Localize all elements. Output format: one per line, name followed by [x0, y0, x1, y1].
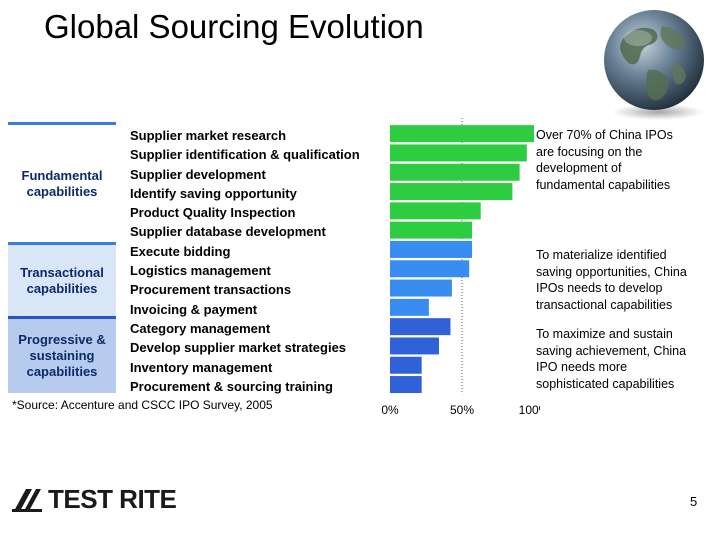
bar-category-label: Execute bidding [130, 243, 231, 259]
globe-icon [604, 10, 704, 120]
page-number: 5 [690, 494, 698, 509]
company-logo: TEST RITE [12, 484, 177, 515]
bar-chart: 0% 50% 100% [381, 118, 540, 417]
note-line: To materialize identified [536, 248, 667, 262]
bar-category-label: Supplier database development [130, 224, 326, 240]
category-label: Transactional [20, 265, 104, 280]
bar [390, 279, 452, 297]
category-label: capabilities [26, 184, 98, 199]
category-label: capabilities [26, 364, 98, 379]
bar-category-label: Supplier market research [130, 128, 287, 143]
note-line: saving opportunities, China [536, 264, 687, 279]
bar-category-label: Category management [130, 320, 271, 336]
logo-text: TEST RITE [48, 484, 177, 514]
capability-list: Supplier market research Supplier identi… [130, 126, 360, 396]
bar [390, 376, 422, 394]
note-line: sophisticated capabilities [536, 376, 675, 391]
bar [390, 337, 439, 355]
category-label: Fundamental [21, 168, 103, 183]
bar-category-label: Logistics management [130, 263, 271, 279]
x-tick-label: 0% [381, 403, 399, 417]
bar [390, 183, 513, 201]
note-line: development of [536, 161, 622, 175]
note-transactional: To materialize identified saving opportu… [536, 247, 714, 313]
bar [390, 202, 481, 220]
source-note: *Source: Accenture and CSCC IPO Survey, … [12, 398, 273, 412]
category-label: capabilities [26, 281, 98, 296]
category-transactional: Transactional capabilities [8, 242, 116, 317]
page-title: Global Sourcing Evolution [44, 8, 424, 45]
bar [390, 260, 470, 278]
bar-category-label: Identify saving opportunity [130, 185, 297, 201]
bar-category-label: Product Quality Inspection [130, 205, 296, 221]
category-label: sustaining [29, 348, 95, 363]
bar-category-label: Supplier development [130, 166, 266, 182]
note-line: transactional capabilities [536, 297, 673, 312]
bar-category-label: Invoicing & payment [130, 301, 258, 317]
note-line: are focusing on the [536, 144, 643, 159]
note-line: saving achievement, China [536, 343, 687, 358]
bar [390, 240, 473, 258]
bar [390, 221, 473, 239]
x-tick-label: 100% [519, 403, 540, 417]
note-line: IPOs needs to develop [536, 281, 663, 295]
note-line: Over 70% of China IPOs [536, 128, 673, 142]
bar [390, 125, 534, 143]
bar-category-label: Develop supplier market strategies [130, 340, 347, 356]
bar [390, 318, 451, 336]
category-progressive: Progressive & sustaining capabilities [8, 316, 116, 393]
bar-category-label: Procurement & sourcing training [130, 378, 333, 394]
bar-category-label: Supplier identification & qualification [130, 147, 360, 163]
note-progressive: To maximize and sustain saving achieveme… [536, 326, 714, 392]
bar [390, 144, 527, 162]
bar-category-label: Inventory management [130, 359, 273, 375]
category-fundamental: Fundamental capabilities [8, 122, 116, 243]
bar-category-label: Procurement transactions [130, 282, 292, 298]
bar [390, 163, 520, 181]
note-fundamental: Over 70% of China IPOs are focusing on t… [536, 127, 714, 193]
bar [390, 298, 429, 316]
note-line: IPO needs more [536, 360, 628, 374]
test-rite-logo-mark-icon [12, 488, 42, 512]
bar [390, 356, 422, 374]
note-line: To maximize and sustain [536, 327, 673, 341]
category-label: Progressive & [18, 332, 106, 347]
note-line: fundamental capabilities [536, 177, 671, 192]
x-tick-label: 50% [450, 403, 474, 417]
